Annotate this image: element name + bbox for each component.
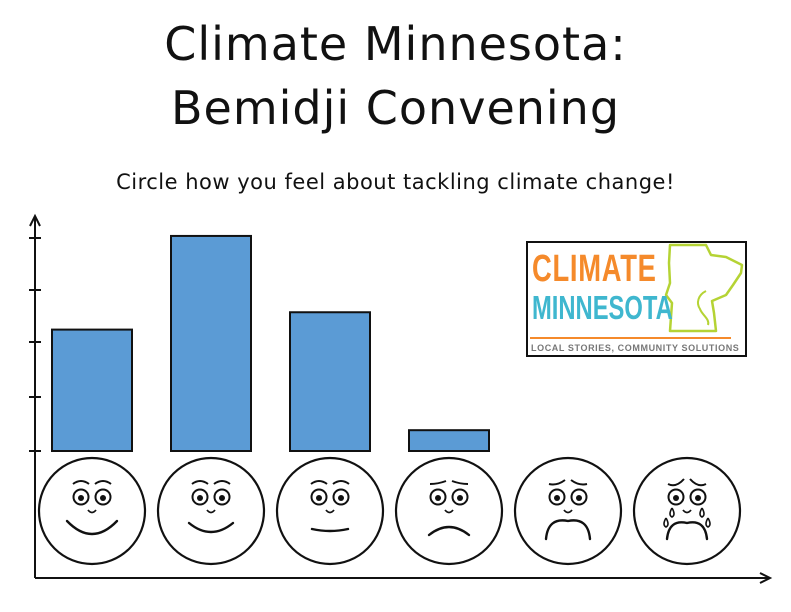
- worried-face-icon-brow-right: [451, 480, 469, 485]
- worried-face-icon-outline: [394, 456, 504, 566]
- very-happy-face-icon-pupil-2: [100, 495, 106, 501]
- crying-face-icon-tear-2: [663, 517, 669, 528]
- neutral-face-icon-pupil-2: [338, 495, 344, 501]
- happy-face-icon-brow-left: [191, 480, 209, 485]
- happy-face-icon-mouth: [187, 521, 235, 534]
- crying-face-icon-tear-4: [705, 517, 711, 528]
- very-happy-face-icon-brow-left: [72, 480, 90, 485]
- neutral-face-icon-nose: [325, 509, 335, 514]
- crying-face-icon-tear-1: [669, 507, 675, 518]
- worried-face-icon-pupil-2: [457, 495, 463, 501]
- sad-face-icon-outline: [513, 456, 623, 566]
- crying-face-icon[interactable]: [632, 456, 742, 566]
- x-axis-arrow-icon: [759, 572, 773, 584]
- very-happy-face-icon-nose: [87, 509, 97, 514]
- neutral-face-icon-brow-right: [332, 480, 350, 485]
- very-happy-face-icon-pupil-1: [78, 495, 84, 501]
- page-title-line-1: Climate Minnesota:: [164, 17, 627, 71]
- neutral-face-icon-mouth: [310, 527, 350, 533]
- sad-face-icon-pupil-1: [554, 495, 560, 501]
- sad-face-icon[interactable]: [513, 456, 623, 566]
- chart-instruction: Circle how you feel about tackling clima…: [116, 170, 675, 194]
- sad-face-icon-mouth: [544, 519, 592, 541]
- crying-face-icon-mouth: [665, 521, 709, 541]
- logo-word-climate: CLIMATE: [532, 248, 657, 290]
- very-happy-face-icon[interactable]: [37, 456, 147, 566]
- very-happy-face-icon-outline: [37, 456, 147, 566]
- sad-face-icon-pupil-2: [576, 495, 582, 501]
- minnesota-map-outline-icon: [664, 243, 744, 333]
- bar-3: [289, 311, 371, 452]
- worried-face-icon-mouth: [427, 525, 471, 537]
- happy-face-icon-pupil-1: [197, 495, 203, 501]
- sad-face-icon-brow-right: [570, 479, 588, 486]
- happy-face-icon[interactable]: [156, 456, 266, 566]
- chart-axes: [29, 213, 773, 584]
- happy-face-icon-nose: [206, 509, 216, 514]
- very-happy-face-icon-brow-right: [94, 480, 112, 485]
- crying-face-icon-outline: [632, 456, 742, 566]
- neutral-face-icon-brow-left: [310, 480, 328, 485]
- crying-face-icon-nose: [682, 509, 692, 514]
- y-axis-arrow-icon: [29, 213, 41, 227]
- chart-bars: [51, 234, 490, 452]
- neutral-face-icon-outline: [275, 456, 385, 566]
- logo-tagline: LOCAL STORIES, COMMUNITY SOLUTIONS: [531, 343, 740, 353]
- sad-face-icon-nose: [563, 509, 573, 514]
- logo-divider: [530, 337, 731, 339]
- bar-4: [408, 429, 490, 452]
- very-happy-face-icon-mouth: [65, 519, 119, 536]
- sad-face-icon-brow-left: [548, 479, 566, 486]
- neutral-face-icon-pupil-1: [316, 495, 322, 501]
- worried-face-icon-nose: [444, 509, 454, 514]
- crying-face-icon-brow-left: [667, 478, 685, 487]
- worried-face-icon[interactable]: [394, 456, 504, 566]
- crying-face-icon-tear-3: [699, 507, 705, 518]
- happy-face-icon-outline: [156, 456, 266, 566]
- happy-face-icon-brow-right: [213, 480, 231, 485]
- bar-1: [51, 328, 133, 452]
- crying-face-icon-pupil-1: [673, 495, 679, 501]
- worried-face-icon-brow-left: [429, 480, 447, 485]
- crying-face-icon-brow-right: [689, 478, 707, 487]
- page-title-line-2: Bemidji Convening: [170, 81, 621, 135]
- climate-minnesota-logo: CLIMATE MINNESOTA LOCAL STORIES, COMMUNI…: [526, 241, 747, 357]
- chart-face-categories[interactable]: [37, 456, 742, 566]
- logo-word-minnesota: MINNESOTA: [532, 289, 673, 326]
- bar-2: [170, 234, 252, 452]
- neutral-face-icon[interactable]: [275, 456, 385, 566]
- happy-face-icon-pupil-2: [219, 495, 225, 501]
- worried-face-icon-pupil-1: [435, 495, 441, 501]
- crying-face-icon-pupil-2: [695, 495, 701, 501]
